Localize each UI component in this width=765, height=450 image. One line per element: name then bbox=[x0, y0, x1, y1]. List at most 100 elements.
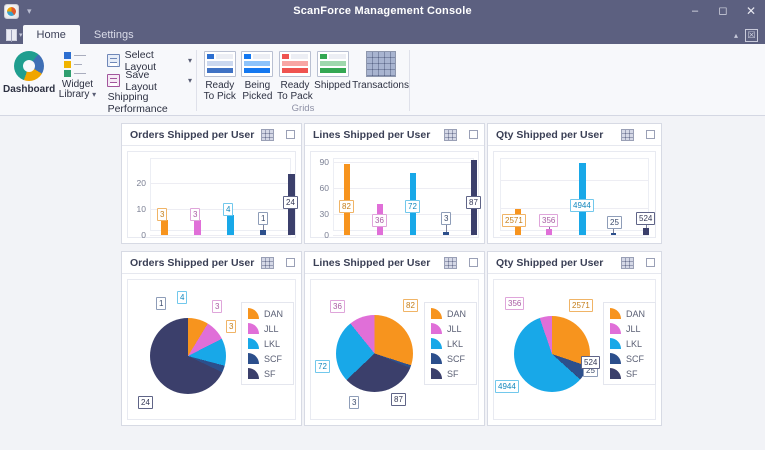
legend-label-jll: JLL bbox=[447, 323, 462, 334]
bar-sf[interactable] bbox=[643, 228, 649, 235]
bar-scf[interactable] bbox=[611, 233, 616, 235]
tab-settings[interactable]: Settings bbox=[80, 25, 148, 44]
select-layout-button[interactable]: Select Layout ▾ bbox=[105, 48, 196, 73]
legend-item-sf[interactable]: SF bbox=[248, 368, 287, 379]
pie-legend: DAN JLL LKL SCF SF bbox=[424, 302, 477, 385]
widget-library-button[interactable]: Widget Library ▾ bbox=[55, 48, 99, 100]
pie-qty[interactable] bbox=[514, 316, 590, 392]
widget-header: Lines Shipped per User bbox=[305, 124, 484, 146]
legend-item-dan[interactable]: DAN bbox=[431, 308, 470, 319]
bar-dan[interactable] bbox=[344, 164, 350, 235]
legend-item-jll[interactable]: JLL bbox=[248, 323, 287, 334]
maximize-widget-icon[interactable] bbox=[286, 130, 295, 139]
legend-swatch-dan bbox=[431, 308, 442, 319]
legend-item-dan[interactable]: DAN bbox=[610, 308, 649, 319]
bar-dan[interactable] bbox=[161, 220, 168, 235]
minimize-button[interactable]: – bbox=[691, 4, 699, 17]
ribbon-group-divider bbox=[409, 50, 410, 111]
maximize-widget-icon[interactable] bbox=[469, 130, 478, 139]
window-controls: – ◻ ✕ bbox=[681, 0, 765, 22]
widget-title: Lines Shipped per User bbox=[313, 128, 431, 141]
bar-label-jll: 36 bbox=[372, 214, 387, 227]
pie-lines[interactable] bbox=[336, 315, 413, 392]
bar-scf[interactable] bbox=[260, 230, 266, 235]
pie-label-dan: 82 bbox=[403, 299, 418, 312]
grid-view-icon[interactable] bbox=[261, 256, 274, 269]
maximize-widget-icon[interactable] bbox=[646, 258, 655, 267]
legend-swatch-scf bbox=[610, 353, 621, 364]
legend-item-sf[interactable]: SF bbox=[610, 368, 649, 379]
widget-title: Lines Shipped per User bbox=[313, 256, 431, 269]
dashboard-button[interactable]: Dashboard bbox=[3, 48, 55, 95]
legend-label-sf: SF bbox=[447, 368, 459, 379]
bar-lkl[interactable] bbox=[227, 215, 234, 235]
grid-view-icon[interactable] bbox=[621, 256, 634, 269]
legend-label-jll: JLL bbox=[626, 323, 641, 334]
legend-item-scf[interactable]: SCF bbox=[431, 353, 470, 364]
grid-view-icon[interactable] bbox=[444, 256, 457, 269]
bar-label-jll: 356 bbox=[539, 214, 559, 227]
ready-to-pack-button[interactable]: Ready To Pack bbox=[276, 48, 314, 102]
chevron-down-icon[interactable]: ▾ bbox=[19, 32, 23, 39]
transactions-button[interactable]: Transactions bbox=[352, 48, 409, 91]
bar-scf[interactable] bbox=[443, 232, 449, 235]
help-window-icon[interactable]: ☒ bbox=[745, 29, 758, 42]
ribbon-group-dashboard: Dashboard Widget Library ▾ bbox=[0, 44, 196, 127]
grid-view-icon[interactable] bbox=[444, 128, 457, 141]
ready-to-pack-icon bbox=[278, 51, 311, 77]
maximize-widget-icon[interactable] bbox=[286, 258, 295, 267]
legend-item-scf[interactable]: SCF bbox=[610, 353, 649, 364]
maximize-widget-icon[interactable] bbox=[469, 258, 478, 267]
pie-label-dan: 3 bbox=[226, 320, 237, 333]
ready-to-pack-label-line2: To Pack bbox=[277, 91, 313, 102]
collapse-ribbon-caret-icon[interactable]: ▴ bbox=[733, 31, 738, 40]
maximize-button[interactable]: ◻ bbox=[718, 4, 728, 17]
maximize-widget-icon[interactable] bbox=[646, 130, 655, 139]
pie-orders[interactable] bbox=[150, 318, 226, 394]
dashboard-button-label: Dashboard bbox=[3, 84, 56, 95]
shipped-button[interactable]: Shipped bbox=[314, 48, 352, 91]
chevron-down-icon[interactable]: ▾ bbox=[92, 90, 97, 99]
pie-chart-plot: 36 82 72 3 87 DAN JLL LKL SCF SF bbox=[310, 279, 479, 420]
chevron-down-icon[interactable]: ▾ bbox=[187, 56, 192, 65]
legend-label-dan: DAN bbox=[626, 308, 646, 319]
legend-swatch-lkl bbox=[431, 338, 442, 349]
quick-access-caret-icon[interactable]: ▾ bbox=[27, 5, 32, 16]
pie-label-jll: 36 bbox=[330, 300, 345, 313]
bar-stem-scf bbox=[613, 224, 614, 235]
bar-jll[interactable] bbox=[546, 229, 552, 235]
legend-item-sf[interactable]: SF bbox=[431, 368, 470, 379]
grid-view-icon[interactable] bbox=[621, 128, 634, 141]
pie-label-jll: 356 bbox=[505, 297, 525, 310]
widget-orders-shipped-pie: Orders Shipped per User 1 4 3 3 24 bbox=[121, 251, 302, 426]
shipping-performance-button[interactable]: Shipping Performance bbox=[107, 91, 168, 115]
legend-item-lkl[interactable]: LKL bbox=[610, 338, 649, 349]
widget-title: Qty Shipped per User bbox=[496, 128, 604, 141]
bar-label-lkl: 4 bbox=[223, 203, 234, 216]
bar-jll[interactable] bbox=[194, 220, 201, 235]
widget-body: 2571 356 4944 25 524 bbox=[488, 146, 661, 243]
gridline bbox=[500, 235, 649, 236]
gridline bbox=[333, 162, 474, 163]
y-tick-0: 0 bbox=[324, 230, 329, 240]
legend-item-scf[interactable]: SCF bbox=[248, 353, 287, 364]
ready-to-pick-button[interactable]: Ready To Pick bbox=[201, 48, 239, 102]
save-layout-button[interactable]: Save Layout ▾ bbox=[105, 69, 196, 93]
legend-item-dan[interactable]: DAN bbox=[248, 308, 287, 319]
pie-label-jll: 3 bbox=[212, 300, 223, 313]
chevron-down-icon[interactable]: ▾ bbox=[187, 76, 192, 85]
close-button[interactable]: ✕ bbox=[745, 4, 757, 18]
legend-item-lkl[interactable]: LKL bbox=[431, 338, 470, 349]
widget-header: Orders Shipped per User bbox=[122, 252, 301, 274]
select-layout-label: Select Layout bbox=[124, 48, 157, 73]
legend-label-jll: JLL bbox=[264, 323, 279, 334]
plot-frame bbox=[333, 158, 474, 231]
legend-item-jll[interactable]: JLL bbox=[431, 323, 470, 334]
legend-item-jll[interactable]: JLL bbox=[610, 323, 649, 334]
widget-body: 1 4 3 3 24 DAN JLL LKL SCF SF bbox=[122, 274, 301, 425]
being-picked-button[interactable]: Being Picked bbox=[239, 48, 277, 102]
legend-item-lkl[interactable]: LKL bbox=[248, 338, 287, 349]
tab-home[interactable]: Home bbox=[22, 25, 80, 44]
grid-view-icon[interactable] bbox=[261, 128, 274, 141]
quick-access-toolbar[interactable]: ▾ bbox=[6, 29, 23, 42]
